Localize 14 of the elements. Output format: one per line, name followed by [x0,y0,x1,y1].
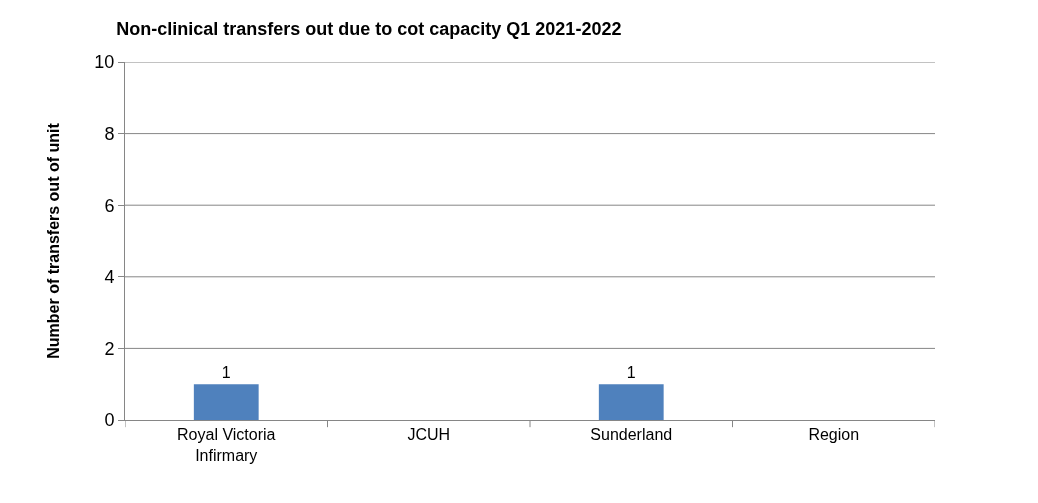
x-tick-label: Region [808,426,860,444]
x-tick-label: Sunderland [590,426,673,444]
y-tick-label: 2 [104,338,115,359]
data-label: 1 [626,364,636,382]
y-tick-label: 4 [104,267,115,288]
y-axis-title: Number of transfers out of unit [45,122,63,359]
x-tick-label: JCUH [407,426,451,444]
y-tick-label: 6 [104,195,115,216]
y-tick-label: 8 [104,123,115,144]
y-tick-label: 0 [104,410,115,431]
chart-title: Non-clinical transfers out due to cot capacity Q1 2021-2022 [116,19,622,40]
data-label: 1 [221,364,231,382]
y-tick-label: 10 [94,52,115,73]
x-tick-label: Royal Victoria Infirmary [177,426,276,464]
